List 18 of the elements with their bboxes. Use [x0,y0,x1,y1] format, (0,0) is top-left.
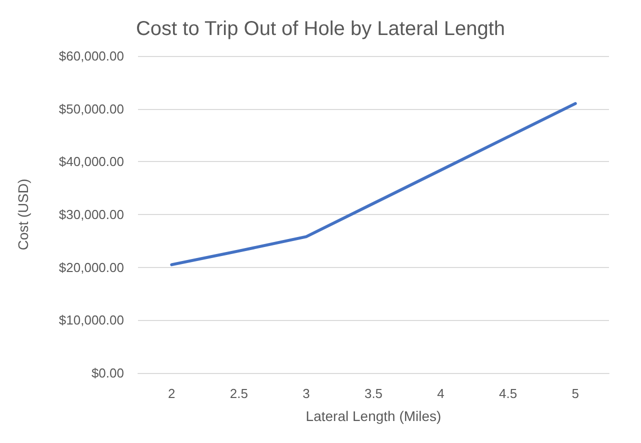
x-tick-label: 4 [437,386,444,401]
y-tick-label: $50,000.00 [58,101,124,116]
x-tick-label: 3 [302,386,310,401]
y-axis-title: Cost (USD) [15,178,31,250]
x-axis-title: Lateral Length (Miles) [306,408,442,424]
x-tick-label: 5 [572,386,579,401]
x-tick-label: 3.5 [364,386,383,401]
x-tick-label: 2.5 [230,386,248,401]
x-tick-label: 4.5 [499,386,518,401]
y-tick-label: $0.00 [91,366,124,380]
y-tick-label: $60,000.00 [58,48,124,64]
x-tick-label: 2 [168,386,176,401]
y-tick-label: $20,000.00 [58,260,124,275]
y-tick-label: $40,000.00 [58,154,124,170]
y-tick-label: $30,000.00 [58,207,124,222]
chart-title: Cost to Trip Out of Hole by Lateral Length [136,18,506,40]
y-tick-label: $10,000.00 [58,312,124,328]
line-series [170,102,577,266]
